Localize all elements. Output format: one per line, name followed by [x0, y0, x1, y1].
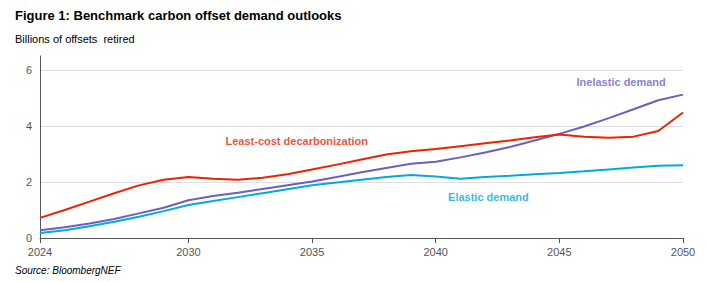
svg-text:2035: 2035 — [300, 246, 324, 258]
svg-text:4: 4 — [26, 120, 32, 132]
svg-text:2045: 2045 — [547, 246, 571, 258]
svg-text:Figure 1: Benchmark carbon off: Figure 1: Benchmark carbon offset demand… — [15, 8, 342, 23]
svg-text:Billions of offsets retired: Billions of offsets retired — [15, 33, 135, 45]
svg-text:Source: BloombergNEF: Source: BloombergNEF — [15, 265, 121, 276]
svg-text:Least-cost decarbonization: Least-cost decarbonization — [225, 135, 368, 147]
svg-text:2: 2 — [26, 176, 32, 188]
svg-text:2030: 2030 — [176, 246, 200, 258]
svg-text:Inelastic demand: Inelastic demand — [577, 76, 666, 88]
svg-text:2024: 2024 — [28, 246, 52, 258]
svg-text:2050: 2050 — [671, 246, 695, 258]
svg-text:6: 6 — [26, 64, 32, 76]
svg-text:2040: 2040 — [423, 246, 447, 258]
svg-text:Elastic demand: Elastic demand — [448, 191, 529, 203]
svg-text:0: 0 — [26, 232, 32, 244]
